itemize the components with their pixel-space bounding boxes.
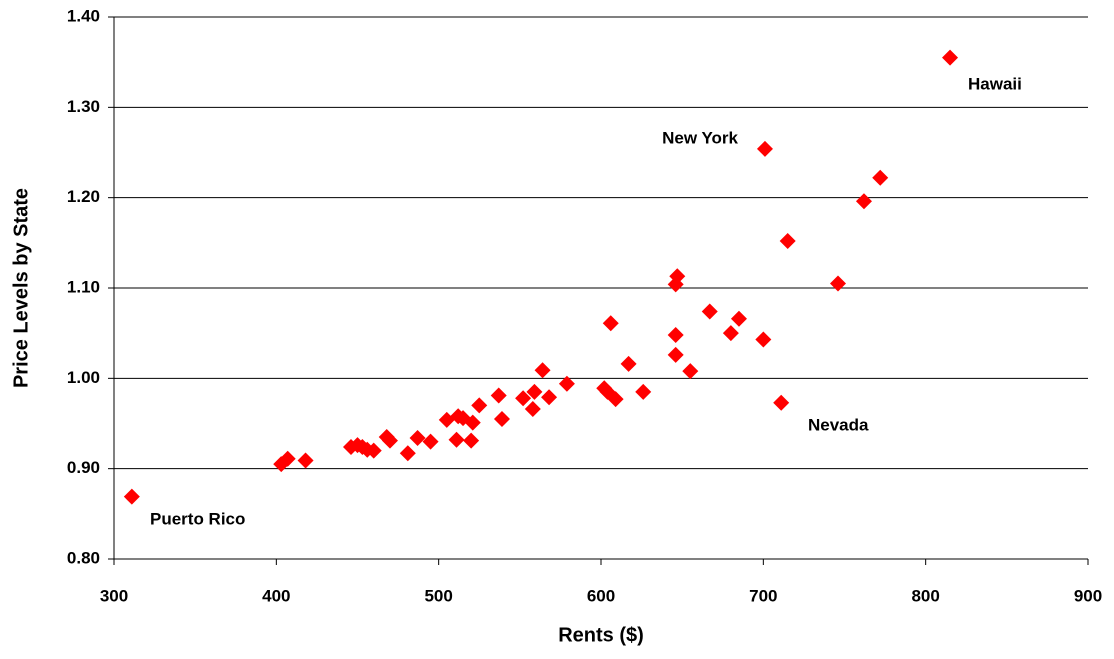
point — [279, 450, 296, 467]
point — [490, 387, 507, 404]
annotation: Nevada — [808, 415, 869, 434]
y-tick-label: 0.80 — [67, 548, 100, 567]
point — [558, 375, 575, 392]
point — [755, 331, 772, 348]
x-tick-label: 900 — [1074, 586, 1102, 605]
point — [526, 383, 543, 400]
point — [399, 445, 416, 462]
point — [541, 389, 558, 406]
point — [524, 401, 541, 418]
point — [779, 233, 796, 250]
point — [448, 431, 465, 448]
point — [635, 383, 652, 400]
point — [730, 310, 747, 327]
x-tick-label: 300 — [100, 586, 128, 605]
y-tick-label: 1.30 — [67, 97, 100, 116]
point — [872, 169, 889, 186]
point — [669, 268, 686, 285]
point — [830, 275, 847, 292]
y-tick-label: 1.10 — [67, 277, 100, 296]
y-tick-label: 1.20 — [67, 187, 100, 206]
point — [942, 49, 959, 66]
y-axis-title: Price Levels by State — [10, 188, 32, 388]
point — [365, 442, 382, 459]
y-tick-label: 1.00 — [67, 368, 100, 387]
point — [381, 432, 398, 449]
x-tick-label: 400 — [262, 586, 290, 605]
y-tick-label: 0.90 — [67, 458, 100, 477]
point — [123, 488, 140, 505]
y-tick-label: 1.40 — [67, 6, 100, 25]
x-tick-label: 800 — [911, 586, 939, 605]
x-tick-label: 600 — [587, 586, 615, 605]
point — [471, 397, 488, 414]
point — [463, 432, 480, 449]
x-tick-label: 700 — [749, 586, 777, 605]
point — [464, 414, 481, 431]
point — [602, 315, 619, 332]
annotation: Puerto Rico — [150, 509, 245, 528]
annotation: Hawaii — [968, 74, 1022, 93]
point — [667, 326, 684, 343]
point — [620, 355, 637, 372]
point — [667, 346, 684, 363]
point — [607, 391, 624, 408]
point — [722, 325, 739, 342]
x-axis-title: Rents ($) — [558, 624, 644, 646]
point — [701, 303, 718, 320]
point — [409, 429, 426, 446]
point — [855, 193, 872, 210]
point — [534, 362, 551, 379]
point — [297, 452, 314, 469]
point — [682, 363, 699, 380]
point — [756, 140, 773, 157]
point — [773, 394, 790, 411]
point — [515, 390, 532, 407]
point — [493, 410, 510, 427]
x-tick-label: 500 — [424, 586, 452, 605]
point — [422, 433, 439, 450]
annotation: New York — [662, 128, 738, 147]
